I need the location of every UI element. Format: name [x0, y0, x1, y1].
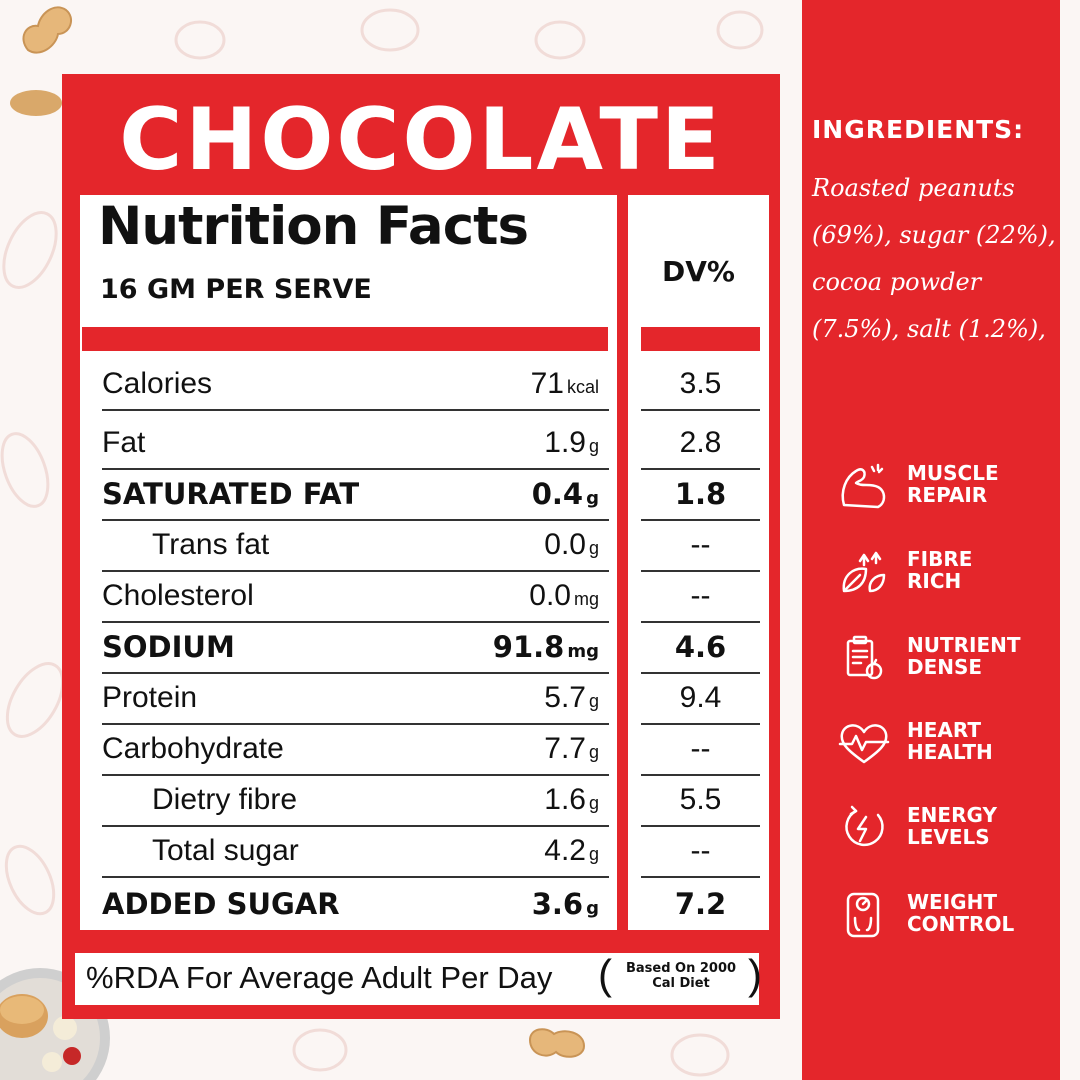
dv-value: 5.5 — [641, 776, 760, 827]
nutrient-row-cholesterol: Cholesterol 0.0 mg — [102, 572, 609, 623]
nutrient-row-trans-fat: Trans fat 0.0 g — [102, 521, 609, 572]
benefit-nutrient-dense: NUTRIENT DENSE — [836, 627, 1076, 687]
dv-column-box — [628, 195, 769, 930]
nutrient-name: SODIUM — [102, 630, 235, 664]
nutrient-row-added-sugar: ADDED SUGAR 3.6 g — [102, 878, 609, 929]
product-title: CHOCOLATE — [119, 90, 723, 190]
dv-header: DV% — [662, 255, 735, 288]
dv-value: 1.8 — [641, 470, 760, 521]
serving-size: 16 GM PER SERVE — [100, 274, 372, 305]
dv-value: 4.6 — [641, 623, 760, 674]
benefit-label: MUSCLE REPAIR — [907, 461, 999, 507]
benefit-energy-levels: ENERGY LEVELS — [836, 797, 1076, 857]
nutrient-name: ADDED SUGAR — [102, 887, 340, 921]
nutrient-name: Total sugar — [152, 834, 299, 867]
clipboard-apple-icon — [846, 635, 883, 680]
nutrient-row-dietary-fibre: Dietry fibre 1.6 g — [102, 776, 609, 827]
benefit-fibre-rich: FIBRE RICH — [836, 541, 1076, 601]
fibre-leaf-icon — [842, 551, 886, 593]
energy-bolt-icon — [845, 805, 884, 847]
dv-value: 7.2 — [674, 887, 727, 921]
nutrition-facts-heading: Nutrition Facts — [98, 196, 529, 257]
nutrient-name: Carbohydrate — [102, 732, 284, 765]
nutrient-name: Trans fat — [152, 528, 270, 561]
nutrient-name: SATURATED FAT — [102, 477, 360, 511]
nutrient-value: 0.0 mg — [529, 579, 599, 612]
benefit-label: FIBRE RICH — [907, 547, 973, 593]
benefit-label: ENERGY LEVELS — [907, 803, 997, 849]
benefit-label: HEART HEALTH — [907, 718, 993, 764]
nutrient-row-sodium: SODIUM 91.8 mg — [102, 623, 609, 674]
benefit-muscle-repair: MUSCLE REPAIR — [836, 455, 1076, 515]
dv-value: 2.8 — [641, 419, 760, 470]
nutrient-value: 3.6 g — [531, 887, 599, 921]
nutrient-row-protein: Protein 5.7 g — [102, 674, 609, 725]
nutrient-row-carbohydrate: Carbohydrate 7.7 g — [102, 725, 609, 776]
nutrient-row-calories: Calories 71 kcal — [102, 360, 609, 411]
nutrient-name: Dietry fibre — [152, 783, 298, 816]
nutrient-name: Calories — [102, 367, 213, 400]
divider-bar — [641, 327, 760, 351]
benefit-heart-health: HEART HEALTH — [836, 712, 1076, 772]
nutrient-row-fat: Fat 1.9 g — [102, 419, 609, 470]
scale-icon — [846, 892, 880, 938]
dv-value: -- — [641, 572, 760, 623]
nutrient-value: 7.7 g — [544, 732, 599, 765]
nutrient-name: Fat — [102, 426, 146, 459]
peanut-image — [528, 1028, 586, 1058]
divider-bar — [82, 327, 608, 351]
dv-value: -- — [641, 725, 760, 776]
paren-open: ( — [598, 951, 612, 998]
nutrient-name: Cholesterol — [102, 579, 254, 612]
benefit-weight-control: WEIGHT CONTROL — [836, 884, 1076, 944]
dv-value: 9.4 — [641, 674, 760, 725]
pancake-plate-image — [0, 968, 110, 1080]
benefit-label: WEIGHT CONTROL — [907, 890, 1015, 936]
benefit-label: NUTRIENT DENSE — [907, 633, 1021, 679]
nutrient-value: 0.0 g — [544, 528, 599, 561]
heart-pulse-icon — [838, 724, 890, 764]
rda-footnote: %RDA For Average Adult Per Day — [86, 960, 553, 995]
nutrient-row-saturated-fat: SATURATED FAT 0.4 g — [102, 470, 609, 521]
dv-value: -- — [641, 827, 760, 878]
peanut-image — [10, 90, 62, 116]
benefits-panel — [802, 0, 1060, 1080]
nutrient-value: 71 kcal — [530, 367, 599, 400]
nutrient-row-total-sugar: Total sugar 4.2 g — [102, 827, 609, 878]
nutrient-value: 4.2 g — [544, 834, 599, 867]
dv-value: 3.5 — [641, 360, 760, 411]
rda-note: Based On 2000 Cal Diet — [625, 961, 737, 991]
nutrient-value: 91.8 mg — [492, 630, 599, 664]
ingredients-text: Roasted peanuts (69%), sugar (22%), coco… — [812, 174, 1056, 343]
rda-footnote-box — [72, 950, 762, 1008]
nutrient-value: 5.7 g — [544, 681, 599, 714]
nutrient-name: Protein — [102, 681, 198, 714]
paren-close: ) — [748, 951, 762, 998]
nutrition-facts-box — [80, 195, 617, 930]
nutrient-value: 1.6 g — [544, 783, 599, 816]
nutrient-value: 1.9 g — [544, 426, 599, 459]
nutrient-value: 0.4 g — [531, 477, 599, 511]
muscle-icon — [841, 463, 886, 509]
dv-value: -- — [641, 521, 760, 572]
peanut-image — [22, 6, 73, 54]
ingredients-title: INGREDIENTS: — [812, 115, 1025, 144]
